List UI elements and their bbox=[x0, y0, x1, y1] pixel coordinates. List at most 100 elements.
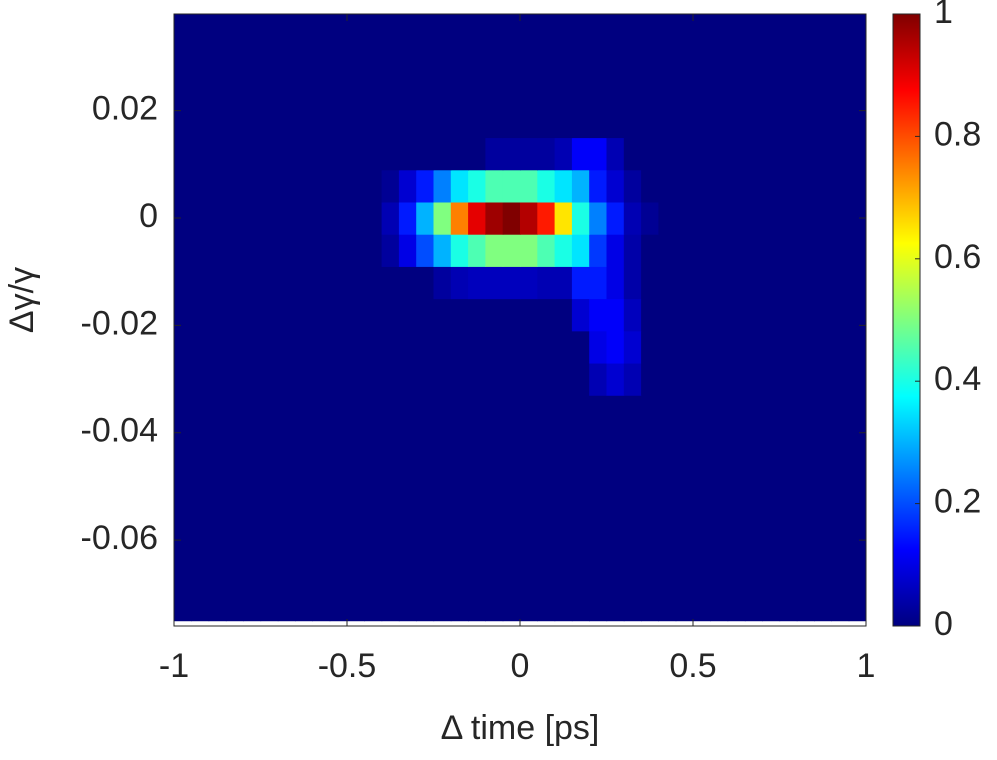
heatmap-cell bbox=[433, 427, 452, 461]
heatmap-cell bbox=[208, 427, 227, 461]
heatmap-cell bbox=[693, 137, 711, 171]
heatmap-cell bbox=[347, 234, 365, 267]
heatmap-cell bbox=[796, 266, 815, 300]
heatmap-cell bbox=[191, 73, 210, 106]
heatmap-cell bbox=[554, 201, 573, 235]
heatmap-cell bbox=[433, 266, 452, 300]
heatmap-cell bbox=[675, 137, 694, 171]
heatmap-cell bbox=[450, 362, 469, 396]
heatmap-cell bbox=[347, 73, 365, 106]
heatmap-cell bbox=[502, 201, 521, 235]
heatmap-cell bbox=[779, 266, 798, 300]
heatmap-cell bbox=[416, 234, 435, 267]
heatmap-cell bbox=[485, 266, 504, 300]
y-tick-label: 0 bbox=[139, 197, 158, 235]
heatmap-cell bbox=[658, 330, 677, 364]
heatmap-cell bbox=[554, 459, 573, 493]
heatmap-cell bbox=[520, 234, 538, 267]
heatmap-cell bbox=[191, 491, 210, 525]
heatmap-cell bbox=[693, 73, 711, 106]
heatmap-cell bbox=[312, 169, 331, 203]
heatmap-cell bbox=[450, 524, 469, 557]
heatmap-cell bbox=[831, 40, 850, 74]
heatmap-cell bbox=[191, 234, 210, 267]
heatmap-cell bbox=[225, 105, 244, 139]
heatmap-cell bbox=[848, 588, 866, 622]
heatmap-cell bbox=[831, 395, 850, 428]
heatmap-cell bbox=[225, 491, 244, 525]
heatmap-cell bbox=[675, 491, 694, 525]
heatmap-cell bbox=[312, 201, 331, 235]
heatmap-cell bbox=[329, 298, 348, 332]
heatmap-cell bbox=[502, 266, 521, 300]
heatmap-cell bbox=[589, 137, 608, 171]
heatmap-cell bbox=[675, 524, 694, 557]
heatmap-cell bbox=[571, 362, 590, 396]
heatmap-cell bbox=[831, 588, 850, 622]
heatmap-cell bbox=[243, 105, 262, 139]
heatmap-cell bbox=[398, 201, 417, 235]
heatmap-cell bbox=[433, 524, 452, 557]
heatmap-cell bbox=[433, 40, 452, 74]
heatmap-cell bbox=[641, 362, 659, 396]
heatmap-cell bbox=[243, 266, 262, 300]
heatmap-cell bbox=[468, 298, 486, 332]
heatmap-cell bbox=[554, 491, 573, 525]
heatmap-cell bbox=[277, 588, 296, 622]
heatmap-cell bbox=[364, 234, 383, 267]
heatmap-cell bbox=[347, 459, 365, 493]
heatmap-cell bbox=[641, 330, 659, 364]
colorbar-tick-label: 0.2 bbox=[934, 483, 981, 521]
heatmap-cell bbox=[831, 330, 850, 364]
heatmap-cell bbox=[571, 14, 590, 42]
heatmap-cell bbox=[398, 266, 417, 300]
heatmap-cell bbox=[848, 524, 866, 557]
heatmap-cell bbox=[623, 169, 642, 203]
heatmap-cell bbox=[693, 330, 711, 364]
heatmap-cell bbox=[191, 588, 210, 622]
heatmap-cell bbox=[727, 588, 746, 622]
heatmap-cell bbox=[606, 556, 625, 590]
x-tick-label: 0.5 bbox=[669, 647, 716, 685]
heatmap-cell bbox=[779, 14, 798, 42]
heatmap-cell bbox=[554, 105, 573, 139]
heatmap-cell bbox=[571, 588, 590, 622]
heatmap-cell bbox=[796, 234, 815, 267]
heatmap-cell bbox=[554, 395, 573, 428]
heatmap-cell bbox=[606, 330, 625, 364]
heatmap-cell bbox=[485, 588, 504, 622]
heatmap-cell bbox=[779, 330, 798, 364]
heatmap-cell bbox=[537, 298, 556, 332]
heatmap-cell bbox=[831, 459, 850, 493]
heatmap-cell bbox=[416, 588, 435, 622]
heatmap-cell bbox=[623, 14, 642, 42]
heatmap-cell bbox=[744, 556, 763, 590]
heatmap-cell bbox=[537, 588, 556, 622]
heatmap-cell bbox=[433, 14, 452, 42]
heatmap-cell bbox=[416, 459, 435, 493]
heatmap-cell bbox=[416, 330, 435, 364]
heatmap-cell bbox=[468, 266, 486, 300]
heatmap-cell bbox=[537, 362, 556, 396]
heatmap-cell bbox=[191, 330, 210, 364]
heatmap-cell bbox=[381, 266, 400, 300]
heatmap-cell bbox=[571, 459, 590, 493]
heatmap-cell bbox=[779, 395, 798, 428]
heatmap-cell bbox=[433, 298, 452, 332]
heatmap-cell bbox=[658, 14, 677, 42]
heatmap-cell bbox=[589, 556, 608, 590]
heatmap-cell bbox=[727, 362, 746, 396]
colorbar-tick-label: 1 bbox=[934, 0, 953, 31]
heatmap-cell bbox=[243, 427, 262, 461]
y-tick-label: -0.02 bbox=[81, 304, 159, 342]
heatmap-cell bbox=[537, 330, 556, 364]
heatmap-cell bbox=[727, 14, 746, 42]
heatmap-cell bbox=[693, 427, 711, 461]
heatmap-cell bbox=[485, 40, 504, 74]
heatmap-cell bbox=[174, 491, 192, 525]
heatmap-cell bbox=[295, 491, 313, 525]
heatmap-cell bbox=[243, 395, 262, 428]
heatmap-cell bbox=[641, 298, 659, 332]
heatmap-cell bbox=[796, 395, 815, 428]
heatmap-cell bbox=[762, 491, 781, 525]
